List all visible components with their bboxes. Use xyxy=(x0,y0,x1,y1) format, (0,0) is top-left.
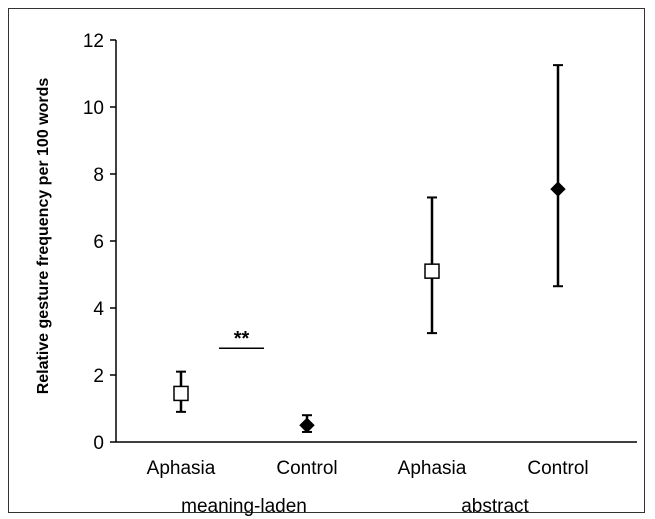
data-point-filled-diamond xyxy=(550,181,566,197)
x-category-label: Control xyxy=(527,458,588,479)
y-axis-label: Relative gesture frequency per 100 words xyxy=(35,78,52,395)
x-group-label: meaning-laden xyxy=(181,496,307,517)
data-point-open-square xyxy=(424,263,440,279)
x-category-label: Control xyxy=(276,458,337,479)
chart-frame xyxy=(8,8,645,513)
y-tick-label: 12 xyxy=(83,31,104,52)
x-category-label: Aphasia xyxy=(147,458,216,479)
y-tick-label: 8 xyxy=(93,165,104,186)
x-category-label: Aphasia xyxy=(398,458,467,479)
data-point-filled-diamond xyxy=(299,417,315,433)
data-point-open-square xyxy=(173,385,189,402)
y-tick-label: 10 xyxy=(83,98,104,119)
y-tick-label: 2 xyxy=(93,366,104,387)
y-tick-label: 6 xyxy=(93,232,104,253)
x-group-label: abstract xyxy=(461,496,529,517)
y-tick-label: 4 xyxy=(93,299,104,320)
y-tick-label: 0 xyxy=(93,433,104,454)
significance-marker: ** xyxy=(234,328,250,350)
